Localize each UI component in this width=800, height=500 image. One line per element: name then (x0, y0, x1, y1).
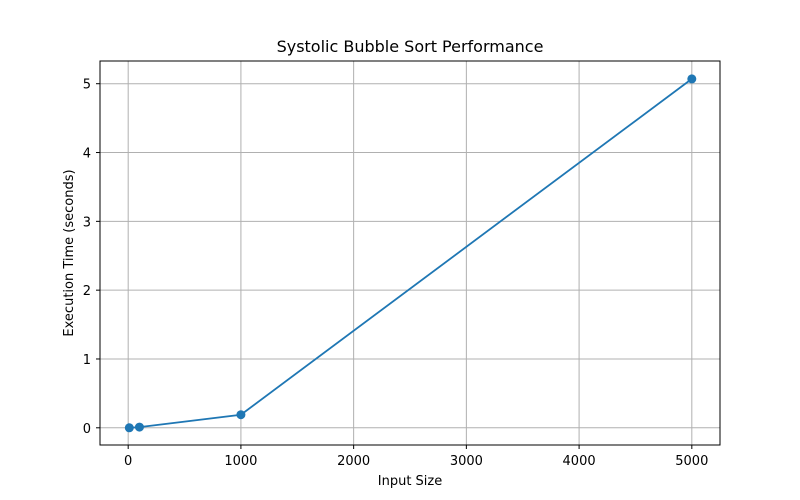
y-tick-label: 2 (83, 284, 91, 299)
y-axis-label: Execution Time (seconds) (62, 169, 77, 336)
x-tick-label: 4000 (563, 454, 596, 469)
y-tick-label: 4 (83, 147, 91, 162)
x-tick-label: 1000 (224, 454, 257, 469)
data-point (236, 410, 246, 420)
y-tick-label: 3 (83, 215, 91, 230)
series-line (129, 78, 693, 429)
data-point (134, 422, 144, 432)
chart-title: Systolic Bubble Sort Performance (277, 37, 544, 56)
y-tick-label: 1 (83, 353, 91, 368)
x-tick-label: 0 (124, 454, 132, 469)
plot-frame (99, 60, 721, 446)
y-tick-label: 0 (83, 422, 91, 437)
x-tick-label: 3000 (450, 454, 483, 469)
x-tick-label: 2000 (337, 454, 370, 469)
ticks: 0 1000 2000 3000 4000 5000 0 1 2 3 4 5 (83, 78, 709, 469)
grid (100, 61, 720, 445)
data-point (687, 74, 697, 84)
data-point (124, 423, 134, 433)
y-tick-label: 5 (83, 78, 91, 93)
series (124, 74, 697, 433)
x-tick-label: 5000 (675, 454, 708, 469)
x-axis-label: Input Size (378, 474, 442, 489)
